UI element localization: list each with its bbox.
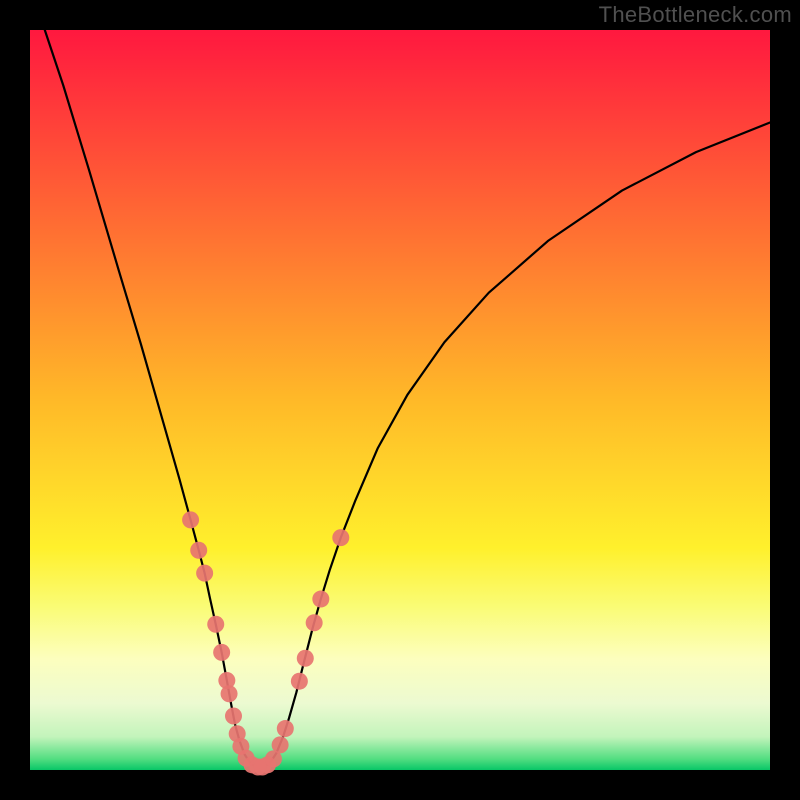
curve-marker <box>225 707 242 724</box>
curve-marker <box>312 591 329 608</box>
curve-marker <box>277 720 294 737</box>
curve-marker <box>182 511 199 528</box>
watermark-text: TheBottleneck.com <box>599 2 792 28</box>
curve-marker <box>213 644 230 661</box>
chart-container: TheBottleneck.com <box>0 0 800 800</box>
curve-marker <box>190 542 207 559</box>
curve-marker <box>221 685 238 702</box>
plot-gradient-background <box>30 30 770 770</box>
curve-marker <box>196 565 213 582</box>
curve-marker <box>207 616 224 633</box>
curve-marker <box>332 529 349 546</box>
curve-marker <box>291 673 308 690</box>
curve-marker <box>272 736 289 753</box>
curve-marker <box>306 614 323 631</box>
curve-marker <box>297 650 314 667</box>
bottleneck-curve-plot <box>0 0 800 800</box>
